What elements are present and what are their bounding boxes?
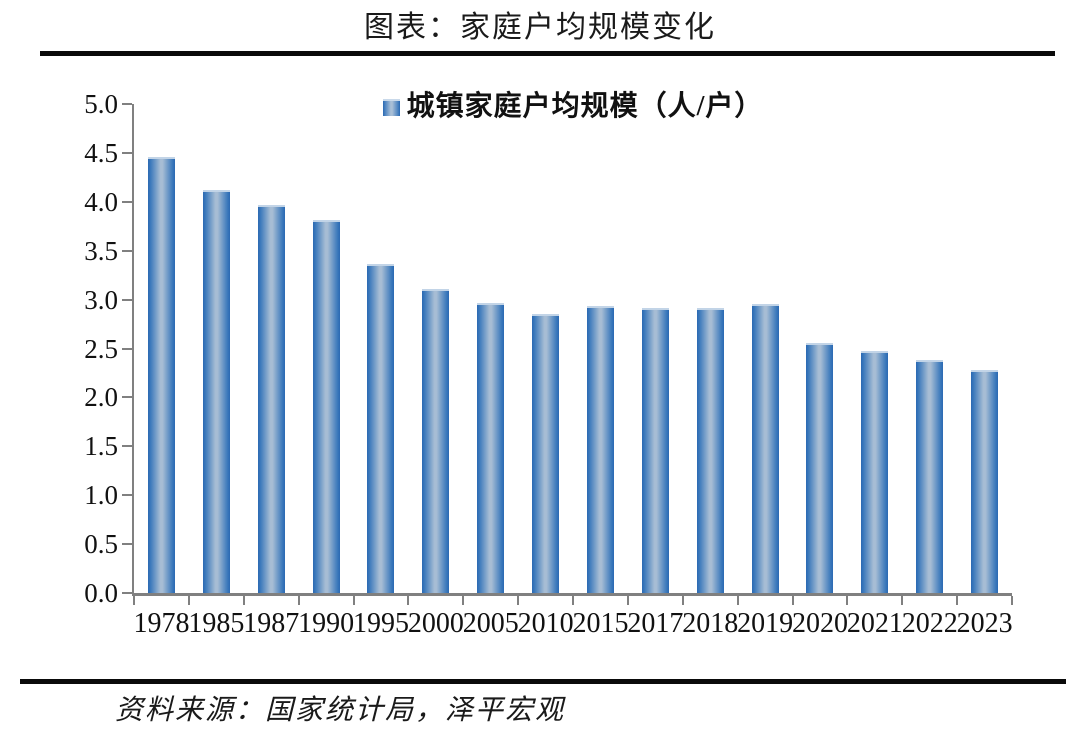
bar-2015 — [586, 306, 614, 593]
bar-2020 — [806, 342, 834, 593]
x-category-label: 2018 — [682, 608, 739, 639]
y-tick-label: 4.5 — [84, 137, 118, 168]
x-tick-mark — [297, 596, 300, 605]
y-tick-mark — [122, 249, 132, 252]
x-category-label: 1987 — [243, 608, 300, 639]
x-category-label: 2005 — [462, 608, 519, 639]
bar-1987 — [257, 204, 285, 593]
x-tick-mark — [681, 596, 684, 605]
y-tick-label: 2.5 — [84, 333, 118, 364]
bar-1990 — [312, 220, 340, 593]
x-category-label: 2022 — [901, 608, 958, 639]
x-category-label: 2000 — [407, 608, 464, 639]
x-tick-mark — [242, 596, 245, 605]
x-category-label: 2019 — [737, 608, 794, 639]
x-tick-mark — [407, 596, 410, 605]
x-category-label: 2023 — [956, 608, 1013, 639]
x-tick-mark — [1011, 596, 1013, 605]
chart-title: 图表：家庭户均规模变化 — [364, 11, 716, 44]
x-tick-mark — [572, 596, 574, 605]
bar-2019 — [751, 304, 779, 593]
y-tick-label: 1.0 — [84, 480, 118, 511]
bar-2022 — [916, 360, 944, 593]
x-tick-mark — [517, 596, 520, 605]
y-tick-mark — [122, 200, 132, 203]
y-tick-mark — [122, 592, 132, 594]
y-tick-mark — [122, 396, 132, 399]
x-axis-line — [132, 593, 1012, 596]
y-tick-mark — [122, 103, 132, 105]
y-tick-label: 1.5 — [84, 431, 118, 462]
x-category-label: 2015 — [572, 608, 629, 639]
x-category-label: 2010 — [517, 608, 574, 639]
x-category-label: 1978 — [133, 608, 190, 639]
legend-swatch-icon — [382, 99, 400, 116]
x-category-label: 2021 — [846, 608, 903, 639]
y-tick-label: 0.5 — [84, 529, 118, 560]
x-category-label: 2020 — [791, 608, 848, 639]
bar-1995 — [367, 264, 395, 593]
y-tick-mark — [122, 494, 132, 497]
y-tick-label: 4.0 — [84, 186, 118, 217]
y-axis-line — [132, 104, 134, 596]
bar-2018 — [696, 308, 724, 593]
bar-2023 — [971, 370, 999, 593]
bar-2000 — [422, 288, 450, 593]
x-tick-mark — [901, 596, 904, 605]
bar-2010 — [532, 314, 560, 593]
bar-2017 — [641, 308, 669, 593]
y-tick-mark — [122, 543, 132, 546]
y-tick-label: 0.0 — [84, 578, 118, 608]
source-note: 资料来源：国家统计局，泽平宏观 — [115, 695, 566, 726]
x-tick-mark — [187, 596, 190, 605]
bar-1985 — [202, 190, 230, 593]
x-tick-mark — [462, 596, 465, 605]
y-tick-mark — [122, 445, 132, 448]
y-tick-mark — [122, 347, 132, 350]
bar-2021 — [861, 351, 889, 593]
x-tick-mark — [133, 596, 135, 605]
x-category-label: 2017 — [627, 608, 684, 639]
x-tick-mark — [791, 596, 794, 605]
y-tick-label: 2.0 — [84, 382, 118, 413]
title-divider-rule — [40, 51, 1055, 56]
bar-1978 — [147, 156, 175, 593]
bar-2005 — [477, 302, 505, 593]
y-tick-label: 3.0 — [84, 284, 118, 315]
y-tick-mark — [122, 151, 132, 154]
x-tick-mark — [626, 596, 629, 605]
x-tick-mark — [846, 596, 849, 605]
x-tick-mark — [736, 596, 739, 605]
x-category-label: 1990 — [298, 608, 355, 639]
footer-divider-rule — [20, 679, 1066, 684]
chart-legend: 城镇家庭户均规模（人/户） — [134, 84, 1012, 124]
x-tick-mark — [352, 596, 355, 605]
y-tick-mark — [122, 298, 132, 301]
y-tick-label: 5.0 — [84, 89, 118, 119]
x-category-label: 1995 — [352, 608, 409, 639]
legend-label: 城镇家庭户均规模（人/户） — [406, 91, 764, 122]
x-category-label: 1985 — [188, 608, 245, 639]
x-tick-mark — [956, 596, 959, 605]
y-tick-label: 3.5 — [84, 235, 118, 266]
